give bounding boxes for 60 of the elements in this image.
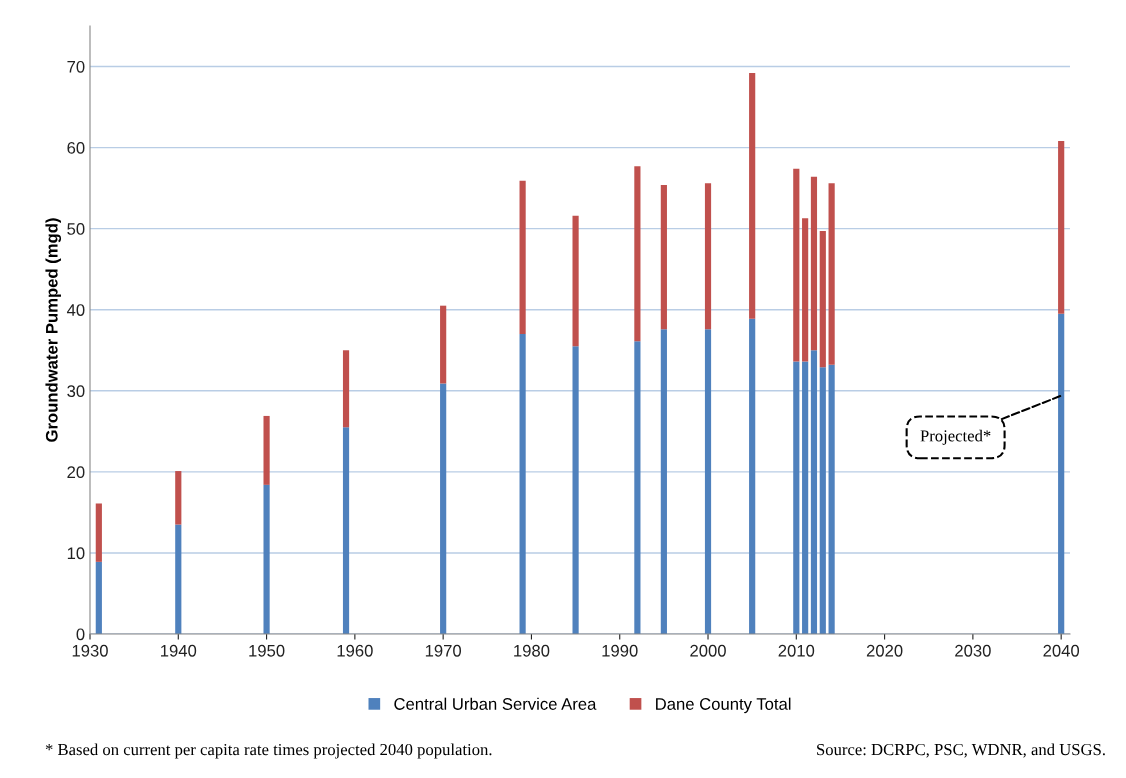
bar bbox=[519, 180, 526, 335]
bar bbox=[263, 484, 270, 634]
bar bbox=[819, 231, 826, 368]
bar bbox=[819, 367, 826, 634]
x-tick-label: 1940 bbox=[161, 644, 197, 657]
bar bbox=[634, 341, 641, 634]
bar bbox=[175, 524, 182, 634]
bar bbox=[810, 176, 818, 351]
bar bbox=[1058, 313, 1065, 634]
y-tick-label: 0 bbox=[76, 628, 85, 641]
bar bbox=[1058, 141, 1065, 314]
bar bbox=[660, 184, 667, 330]
bar bbox=[749, 73, 756, 319]
y-tick-label: 60 bbox=[67, 142, 85, 154]
x-tick-label: 2020 bbox=[866, 644, 903, 657]
bar bbox=[175, 471, 182, 525]
x-tick-label: 1970 bbox=[425, 644, 462, 657]
bar bbox=[95, 503, 102, 562]
bar bbox=[749, 318, 756, 634]
bar bbox=[802, 361, 809, 634]
bar bbox=[793, 361, 800, 634]
bar bbox=[519, 334, 526, 634]
bar bbox=[634, 166, 641, 342]
bar bbox=[704, 183, 712, 330]
x-tick-label: 1950 bbox=[249, 644, 285, 657]
annotation: Projected* bbox=[920, 429, 991, 445]
bar bbox=[810, 350, 818, 634]
bar bbox=[572, 346, 579, 634]
bar bbox=[342, 350, 350, 428]
y-axis-title: Groundwater Pumped (mgd) bbox=[45, 218, 62, 442]
bar bbox=[440, 383, 447, 634]
source-note: Source: DCRPC, PSC, WDNR, and USGS. bbox=[817, 743, 1105, 758]
x-tick-label: 1980 bbox=[514, 644, 550, 657]
bar bbox=[263, 415, 270, 485]
y-tick-label: 20 bbox=[67, 466, 85, 479]
x-tick-label: 2030 bbox=[955, 644, 991, 657]
bar bbox=[572, 215, 579, 347]
text: * Based on current per capita rate times projected 2040 population. bbox=[45, 743, 492, 759]
y-tick-label: 40 bbox=[66, 304, 85, 316]
bar bbox=[802, 218, 809, 362]
x-tick-label: 2000 bbox=[690, 644, 726, 657]
bar bbox=[793, 168, 800, 362]
x-tick-label: 1930 bbox=[72, 644, 108, 657]
legend-label: Central Urban Service Area bbox=[394, 697, 597, 710]
bar bbox=[440, 305, 447, 384]
x-tick-label: 2040 bbox=[1043, 644, 1080, 657]
y-tick-label: 50 bbox=[67, 223, 85, 235]
legend-label: Dane County Total bbox=[656, 697, 791, 714]
y-tick-label: 10 bbox=[67, 547, 85, 560]
x-tick-label: 1960 bbox=[337, 644, 373, 657]
bar bbox=[828, 183, 835, 365]
bar bbox=[828, 364, 835, 634]
bar bbox=[95, 561, 102, 634]
bar bbox=[660, 329, 667, 634]
y-tick-label: 30 bbox=[67, 385, 85, 397]
x-tick-label: 2010 bbox=[778, 644, 815, 657]
y-tick-label: 70 bbox=[67, 60, 85, 73]
bar bbox=[342, 427, 350, 634]
x-tick-label: 1990 bbox=[602, 644, 638, 657]
bar bbox=[704, 329, 712, 634]
